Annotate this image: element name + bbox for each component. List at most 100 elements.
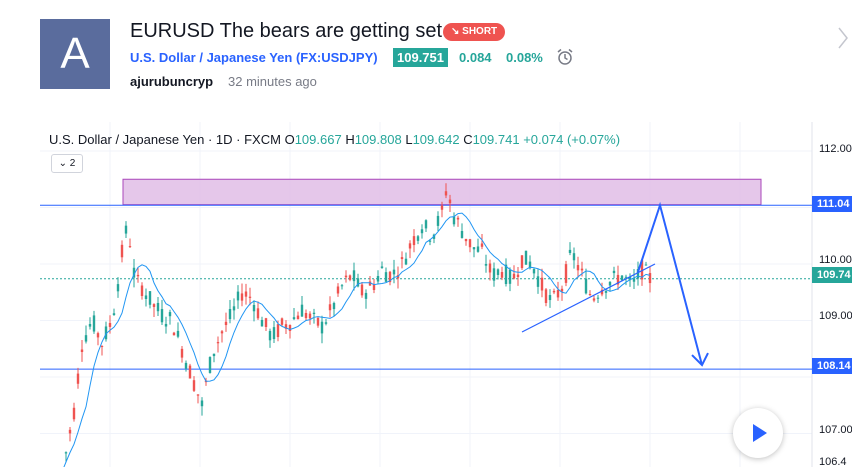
candle-body <box>604 291 608 293</box>
supply-zone <box>122 178 762 206</box>
candle-body <box>88 324 92 327</box>
author-name[interactable]: ajurubuncryp <box>130 74 214 89</box>
axis-tick-label: 107.00 <box>819 424 852 436</box>
candle-body <box>548 295 552 301</box>
projection-path <box>637 201 703 366</box>
candle-body <box>476 246 480 252</box>
candle-body <box>456 217 460 220</box>
candle-body <box>592 298 596 301</box>
candle-body <box>640 260 644 280</box>
candle-body <box>128 246 132 248</box>
candle-body <box>472 247 476 250</box>
legend-title: U.S. Dollar / Japanese Yen · 1D · FXCM <box>49 132 281 147</box>
candle-body <box>152 304 156 307</box>
candle-body <box>308 313 312 319</box>
symbol-price: 109.751 <box>393 48 448 67</box>
candle-body <box>608 281 612 286</box>
candle-body <box>584 278 588 294</box>
candle-body <box>168 312 172 317</box>
candle-body <box>80 349 84 352</box>
candle-body <box>280 318 284 325</box>
candle-body <box>444 191 448 196</box>
candle-body <box>352 270 356 282</box>
candle-body <box>536 276 540 287</box>
candle-body <box>360 284 364 296</box>
avatar-letter: A <box>60 29 90 78</box>
symbol-link[interactable]: U.S. Dollar / Japanese Yen (FX:USDJPY) <box>130 50 378 65</box>
candle-body <box>184 362 188 369</box>
candle-body <box>600 289 604 295</box>
candle-body <box>100 346 104 348</box>
candle-body <box>624 276 628 278</box>
candle-body <box>500 272 504 278</box>
candle-body <box>460 231 464 238</box>
candle-body <box>572 253 576 261</box>
candle-body <box>208 357 212 373</box>
candle-body <box>440 205 444 210</box>
chart-canvas <box>40 122 813 467</box>
candle-body <box>484 263 488 266</box>
candle-body <box>320 321 324 334</box>
projection-arrowhead <box>691 352 709 367</box>
candle-body <box>324 322 328 324</box>
candle-body <box>240 293 244 301</box>
candle-body <box>612 270 616 274</box>
candle-body <box>504 264 508 284</box>
candle-body <box>188 365 192 379</box>
axis-tick-label: 112.00 <box>819 143 852 155</box>
candle-body <box>540 277 544 291</box>
candle-body <box>224 321 228 326</box>
symbol-change-pct: 0.08% <box>506 50 543 65</box>
candle-body <box>400 257 404 260</box>
candle-body <box>376 275 380 282</box>
play-button[interactable] <box>733 408 783 458</box>
candle-body <box>620 275 624 281</box>
candle-body <box>464 238 468 242</box>
candle-body <box>384 272 388 282</box>
candle-body <box>644 264 648 266</box>
candle-body <box>636 269 640 279</box>
candle-body <box>252 305 256 312</box>
candle-body <box>120 244 124 258</box>
candle-body <box>556 289 560 298</box>
candle-body <box>452 216 456 225</box>
candle-body <box>196 394 200 396</box>
legend-open: 109.667 <box>294 132 342 147</box>
candle-body <box>256 308 260 319</box>
author-avatar[interactable]: A <box>40 19 110 89</box>
indicator-collapse-button[interactable]: ⌄ 2 <box>51 154 83 173</box>
idea-header: A EURUSD The bears are getting set ↘ SHO… <box>0 0 852 115</box>
candle-body <box>272 327 276 340</box>
candle-body <box>264 318 268 327</box>
candle-body <box>392 269 396 275</box>
candle-body <box>216 342 220 344</box>
candle-body <box>576 265 580 271</box>
candle-body <box>212 353 216 357</box>
alarm-clock-icon[interactable] <box>556 48 574 66</box>
candle-body <box>632 278 636 282</box>
chevron-right-icon[interactable] <box>836 26 850 50</box>
candle-body <box>416 236 420 241</box>
legend-close-label: C <box>463 132 473 147</box>
candle-body <box>288 324 292 331</box>
candle-body <box>336 286 340 294</box>
candle-body <box>316 317 320 326</box>
current-price-tag: 109.74 <box>812 267 852 283</box>
idea-title: EURUSD The bears are getting set <box>130 20 443 42</box>
candle-body <box>228 309 232 320</box>
candle-body <box>304 312 308 319</box>
candle-body <box>532 269 536 274</box>
price-chart[interactable]: U.S. Dollar / Japanese Yen · 1D · FXCM O… <box>40 122 852 467</box>
candle-body <box>180 348 184 358</box>
candle-body <box>616 274 620 285</box>
candle-body <box>488 263 492 273</box>
legend-high-label: H <box>345 132 355 147</box>
candle-body <box>520 255 524 269</box>
candle-body <box>156 302 160 312</box>
legend-close: 109.741 <box>472 132 520 147</box>
candle-body <box>136 274 140 277</box>
candle-body <box>428 240 432 242</box>
candle-body <box>332 302 336 310</box>
candle-body <box>276 324 280 338</box>
candle-body <box>516 274 520 278</box>
